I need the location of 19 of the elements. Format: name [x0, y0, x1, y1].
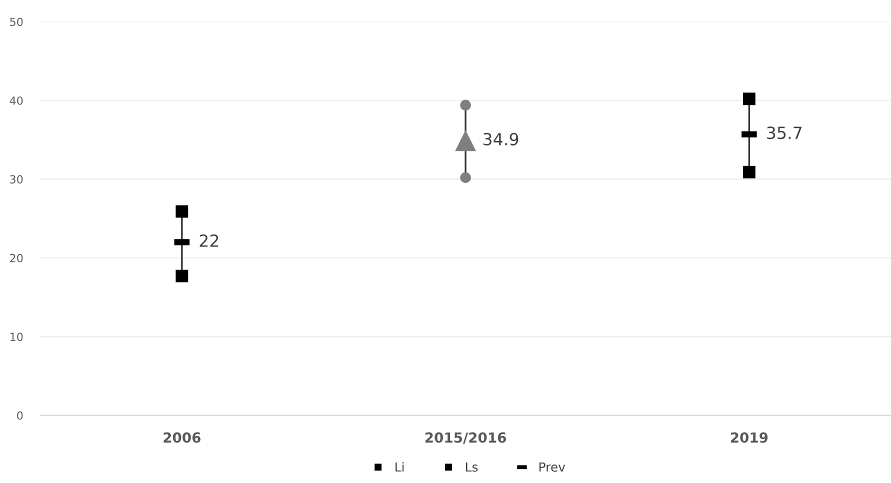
x-tick-label: 2015/2016	[425, 432, 506, 444]
y-tick-label: 50	[10, 18, 23, 26]
legend-label: Ls	[466, 462, 478, 472]
legend-label: Li	[396, 462, 404, 472]
x-tick-label: 2019	[730, 432, 768, 443]
x-tick-label: 2006	[164, 432, 200, 443]
y-tick-label: 30	[10, 175, 23, 184]
y-tick-label: 10	[10, 332, 23, 342]
point	[176, 270, 188, 282]
point	[742, 92, 756, 106]
y-tick-label: 40	[10, 96, 23, 105]
data-label: 35.7	[767, 126, 802, 140]
data-label: 22	[200, 234, 218, 247]
y-tick-label: 0	[17, 411, 23, 420]
point	[742, 166, 756, 178]
data-label: 34.9	[483, 132, 518, 146]
y-tick-label: 20	[10, 254, 23, 262]
point	[176, 205, 188, 218]
legend-label: Prev	[539, 462, 566, 472]
